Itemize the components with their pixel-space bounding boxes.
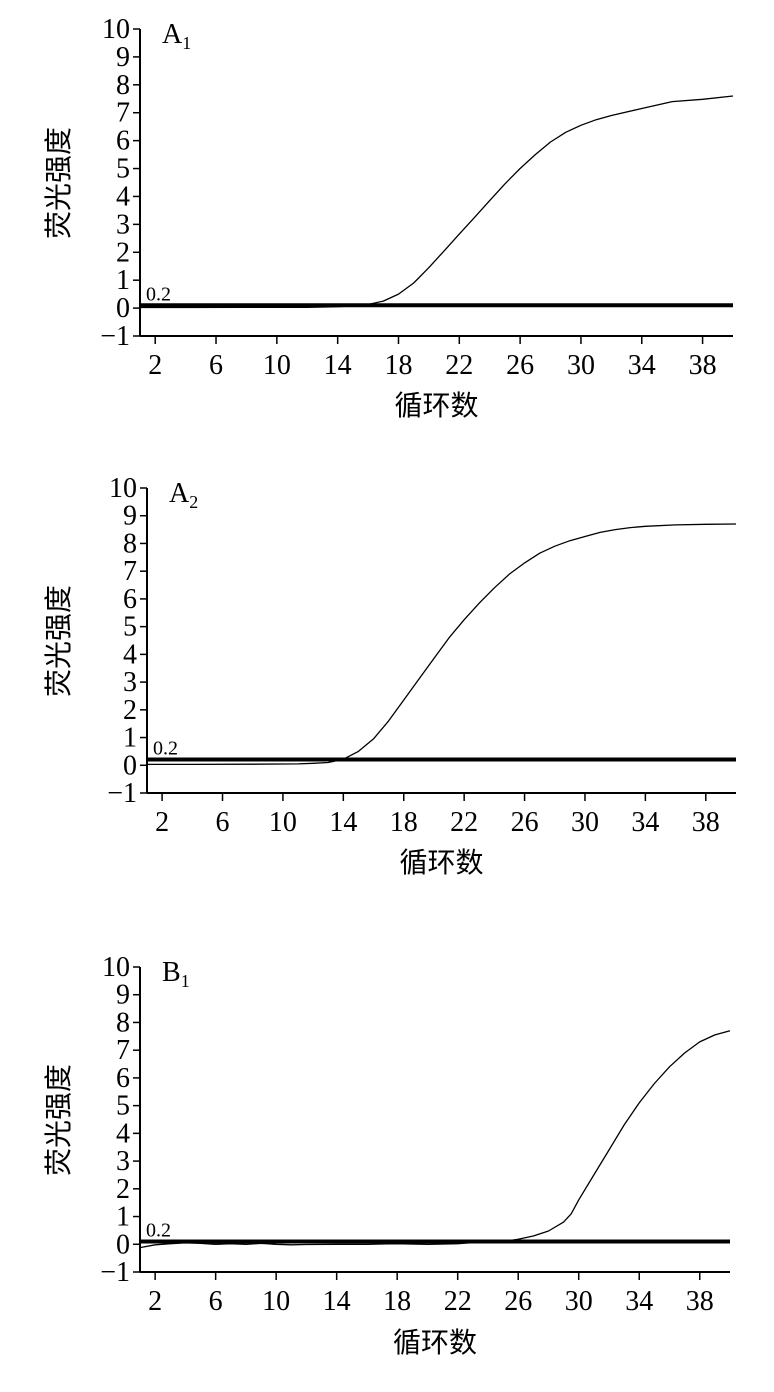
y-tick-label: 5 [116,154,130,185]
y-tick-label: −1 [100,321,130,352]
y-tick-label: −1 [100,1257,130,1288]
y-tick-label: −1 [107,778,137,809]
x-tick-label: 10 [262,1286,290,1317]
y-tick-label: 6 [116,126,130,157]
x-tick-label: 34 [628,350,656,381]
y-tick-label: 4 [116,1118,130,1149]
x-tick-label: 22 [444,1286,472,1317]
y-tick-label: 10 [102,952,130,983]
x-tick-label: 30 [571,807,599,838]
x-tick-label: 26 [504,1286,532,1317]
x-axis-title: 循环数 [393,1327,477,1359]
amplification-curve [147,523,737,766]
x-tick-label: 22 [450,807,478,838]
y-axis-title: 荧光强度 [43,585,75,697]
y-tick-label: 1 [116,1202,130,1233]
y-tick-label: 0 [116,1229,130,1260]
y-tick-label: 2 [116,237,130,268]
y-tick-label: 1 [116,265,130,296]
y-tick-label: 0 [123,750,137,781]
y-tick-label: 10 [109,473,137,504]
x-tick-label: 14 [329,807,357,838]
y-tick-label: 3 [116,209,130,240]
panel-label: A1 [162,19,191,53]
amplification-curve [140,95,734,309]
threshold-label: 0.2 [146,283,171,305]
y-tick-label: 5 [123,612,137,643]
x-tick-label: 34 [625,1286,653,1317]
x-tick-label: 2 [148,350,162,381]
y-tick-label: 3 [116,1146,130,1177]
panel-label: A2 [169,478,198,512]
x-tick-label: 10 [263,350,291,381]
x-tick-label: 38 [686,1286,714,1317]
x-axis-title: 循环数 [394,390,478,422]
x-tick-label: 2 [148,1286,162,1317]
y-tick-label: 9 [116,980,130,1011]
y-tick-label: 4 [123,639,137,670]
x-tick-label: 30 [567,350,595,381]
threshold-label: 0.2 [146,1220,171,1242]
x-tick-label: 6 [209,1286,223,1317]
y-tick-label: 8 [123,528,137,559]
y-tick-label: 7 [123,556,137,587]
y-tick-label: 9 [116,42,130,73]
x-tick-label: 2 [155,807,169,838]
x-tick-label: 38 [692,807,720,838]
y-tick-label: 3 [123,667,137,698]
y-tick-label: 8 [116,1007,130,1038]
y-tick-label: 1 [123,723,137,754]
y-tick-label: 9 [123,501,137,532]
x-axis-title: 循环数 [399,847,483,879]
x-tick-label: 26 [506,350,534,381]
y-axis-title: 荧光强度 [43,1064,75,1176]
y-tick-label: 6 [123,584,137,615]
x-tick-label: 10 [269,807,297,838]
y-tick-label: 2 [123,695,137,726]
x-tick-label: 22 [445,350,473,381]
x-tick-label: 30 [565,1286,593,1317]
x-tick-label: 34 [631,807,659,838]
y-axis-title: 荧光强度 [43,127,75,239]
x-tick-label: 6 [209,350,223,381]
panel-label: B1 [162,957,190,991]
x-tick-label: 18 [383,1286,411,1317]
x-tick-label: 14 [324,350,352,381]
y-tick-label: 8 [116,70,130,101]
x-tick-label: 18 [390,807,418,838]
y-tick-label: 2 [116,1174,130,1205]
x-tick-label: 18 [384,350,412,381]
y-tick-label: 0 [116,293,130,324]
y-tick-label: 7 [116,98,130,129]
threshold-label: 0.2 [153,738,178,760]
y-tick-label: 4 [116,181,130,212]
y-tick-label: 10 [102,14,130,45]
y-tick-label: 5 [116,1091,130,1122]
x-tick-label: 26 [511,807,539,838]
x-tick-label: 14 [323,1286,351,1317]
y-tick-label: 7 [116,1035,130,1066]
x-tick-label: 6 [216,807,230,838]
y-tick-label: 6 [116,1063,130,1094]
x-tick-label: 38 [689,350,717,381]
amplification-curve [139,1030,731,1249]
